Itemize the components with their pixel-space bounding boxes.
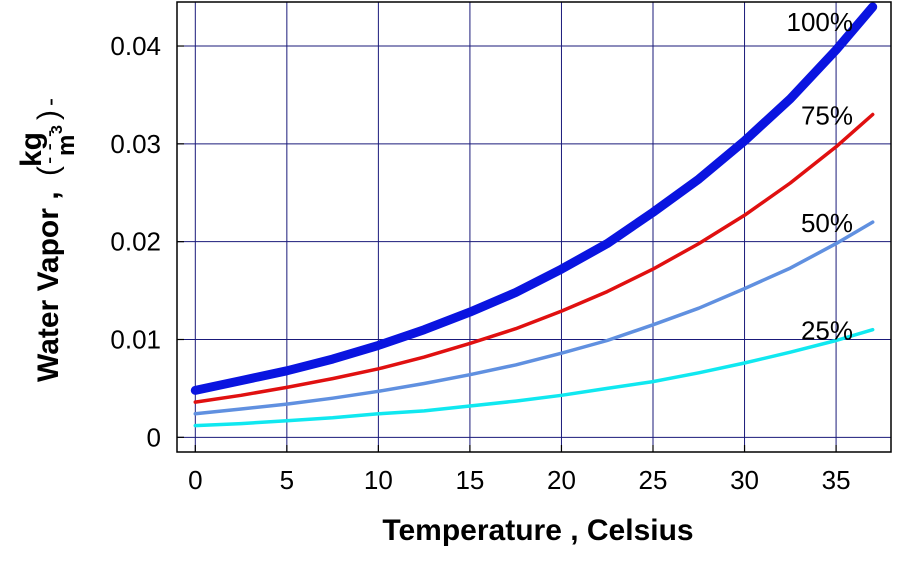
plot-frame [176, 1, 892, 453]
x-tick-label: 35 [822, 465, 851, 495]
series-annotation-label: 100% [787, 7, 854, 37]
y-axis-label-main: Water Vapor , [32, 191, 65, 382]
y-axis-label-trailing: - [37, 98, 64, 106]
y-tick-label: 0.01 [110, 325, 161, 355]
x-tick-label: 0 [188, 465, 202, 495]
x-tick-label: 5 [280, 465, 294, 495]
y-axis-label: Water Vapor , ( kg - - - m 3 ) - [15, 98, 80, 382]
grid-layer [177, 2, 891, 452]
series-annotation-label: 25% [801, 316, 853, 346]
x-tick-label: 25 [639, 465, 668, 495]
series-line-50pct [193, 220, 875, 416]
series-annotation-label: 75% [801, 101, 853, 131]
y-axis-label-exponent: 3 [49, 125, 66, 134]
x-tick-label: 15 [455, 465, 484, 495]
y-axis-label-denominator: m [53, 135, 80, 156]
x-axis-label: Temperature , Celsius [382, 514, 693, 547]
x-tick-label: 20 [547, 465, 576, 495]
annotation-layer: 100% 75% 50% 25% [787, 7, 854, 346]
y-tick-label: 0.03 [110, 129, 161, 159]
x-tick-label: 30 [730, 465, 759, 495]
series-layer [190, 2, 878, 428]
tick-layer: 0 5 10 15 20 25 30 35 0 0.01 0.02 0.03 0.04 [110, 31, 850, 495]
y-tick-label: 0.02 [110, 227, 161, 257]
series-line-25pct [193, 327, 875, 428]
y-axis-label-open-paren: ( [32, 166, 65, 176]
y-axis-label-numerator: kg [15, 132, 48, 167]
series-annotation-label: 50% [801, 208, 853, 238]
y-axis-label-close-paren: ) [32, 110, 65, 120]
series-line-75pct [193, 112, 875, 404]
series-line-100pct [190, 2, 878, 395]
y-tick-label: 0 [147, 422, 161, 452]
x-tick-label: 10 [364, 465, 393, 495]
y-axis-label-fraction-bar: - - - [36, 130, 61, 164]
y-tick-label: 0.04 [110, 31, 161, 61]
